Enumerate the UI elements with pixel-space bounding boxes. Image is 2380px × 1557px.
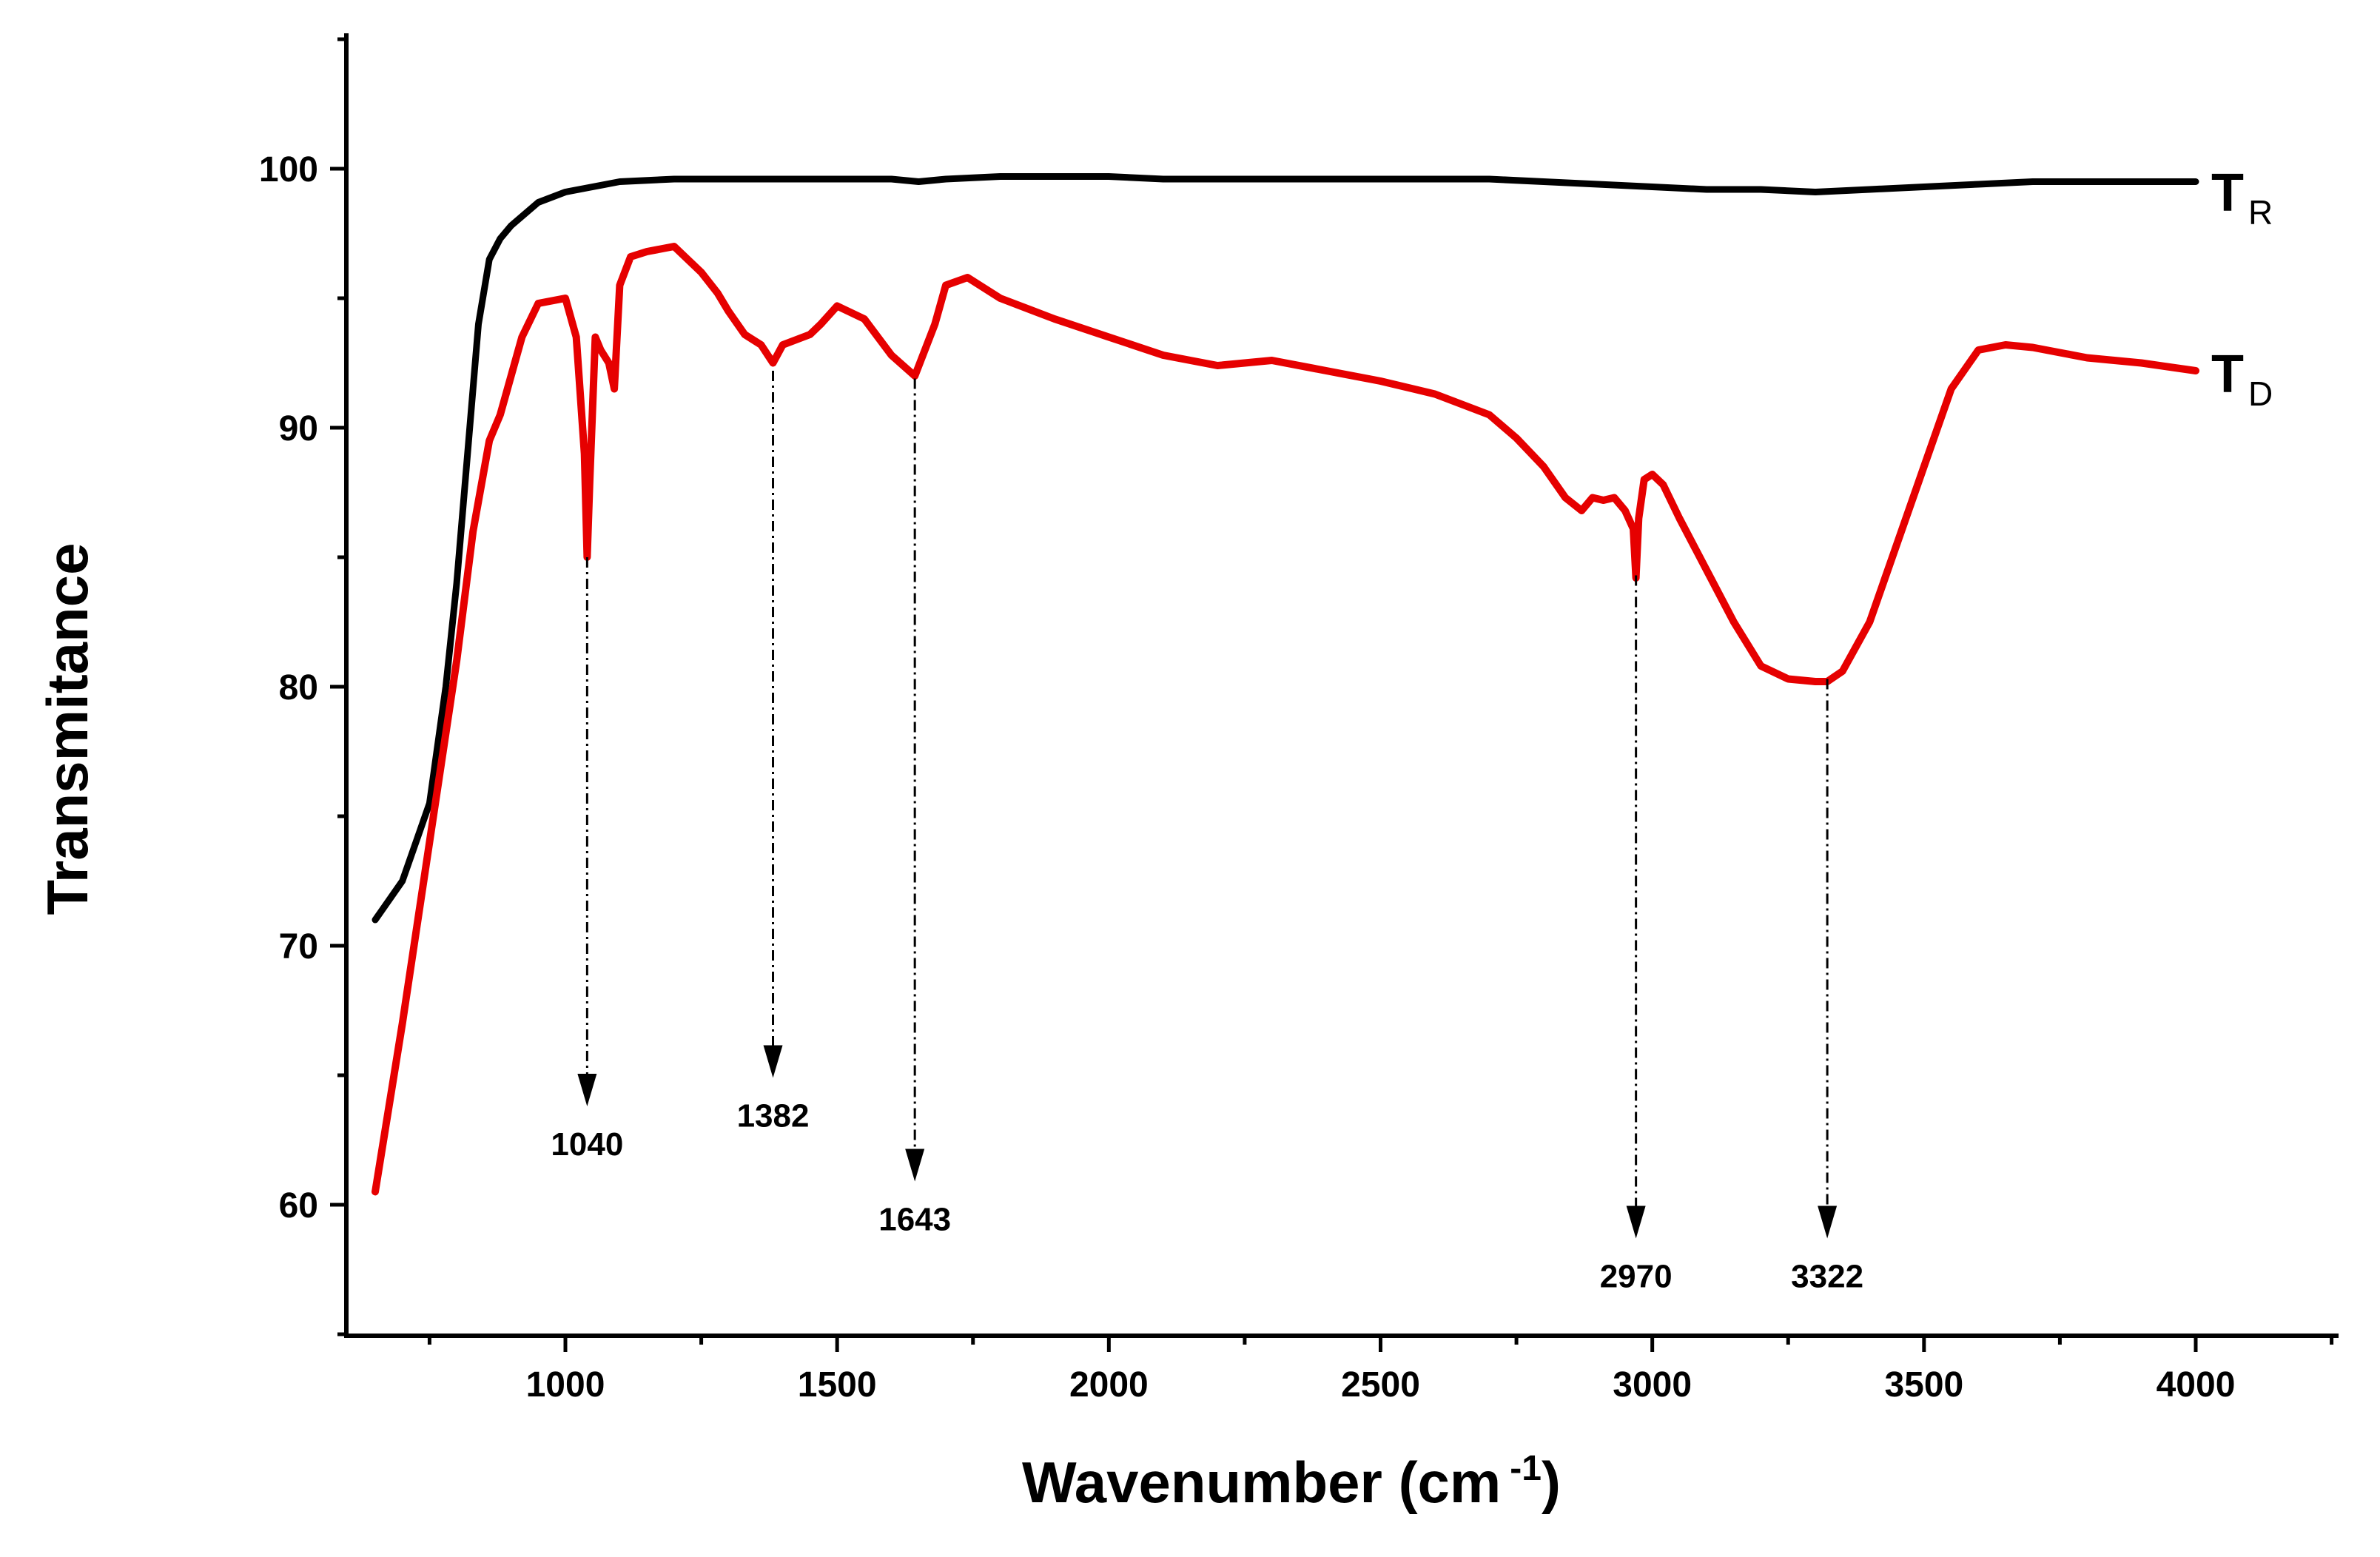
y-axis-title: Transmitance (35, 543, 100, 915)
axes (344, 33, 2339, 1338)
annotation-label-3322: 3322 (1791, 1259, 1863, 1295)
annotation-arrow-2970 (1626, 1205, 1646, 1239)
y-tick-label: 60 (279, 1186, 318, 1225)
y-tick-label: 80 (279, 668, 318, 707)
annotation-label-1643: 1643 (878, 1202, 951, 1238)
series-line-tr (372, 173, 2199, 924)
x-tick-label: 2000 (1069, 1365, 1149, 1405)
y-tick-label: 100 (259, 150, 318, 189)
annotation-layer: 1040 1382 1643 2970 3322 (551, 371, 1863, 1295)
x-axis-title-close: ) (1542, 1450, 1561, 1515)
annotation-arrow-3322 (1818, 1205, 1838, 1239)
annotation-arrow-1643 (905, 1149, 925, 1182)
x-axis-title: Wavenumber (cm -1) (1022, 1449, 1561, 1515)
y-tick-label: 90 (279, 409, 318, 448)
x-axis-title-exponent: -1 (1510, 1449, 1542, 1488)
x-tick-label: 1000 (526, 1365, 605, 1405)
y-ticks: 60 70 80 90 100 (259, 37, 346, 1336)
series-line-td (372, 243, 2199, 1196)
annotation-label-1040: 1040 (551, 1126, 623, 1163)
series-layer (372, 173, 2199, 1196)
legend-tr-sub: R (2248, 193, 2273, 232)
annotation-arrow-1040 (577, 1074, 597, 1106)
annotation-label-2970: 2970 (1600, 1259, 1673, 1295)
x-tick-label: 2500 (1341, 1365, 1420, 1405)
legend-td-sub: D (2248, 374, 2273, 413)
annotation-arrow-1382 (763, 1045, 783, 1078)
annotation-label-1382: 1382 (737, 1098, 810, 1134)
legend-tr-main: T (2211, 164, 2244, 223)
x-tick-label: 3000 (1613, 1365, 1692, 1405)
x-ticks: 1000 1500 2000 2500 3000 3500 4000 (427, 1336, 2334, 1405)
x-tick-label: 1500 (798, 1365, 877, 1405)
x-tick-label: 3500 (1884, 1365, 1963, 1405)
y-tick-label: 70 (279, 927, 318, 966)
x-tick-label: 4000 (2157, 1365, 2236, 1405)
x-axis-title-main: Wavenumber (cm (1022, 1450, 1501, 1515)
legend-td-main: T (2211, 345, 2244, 404)
